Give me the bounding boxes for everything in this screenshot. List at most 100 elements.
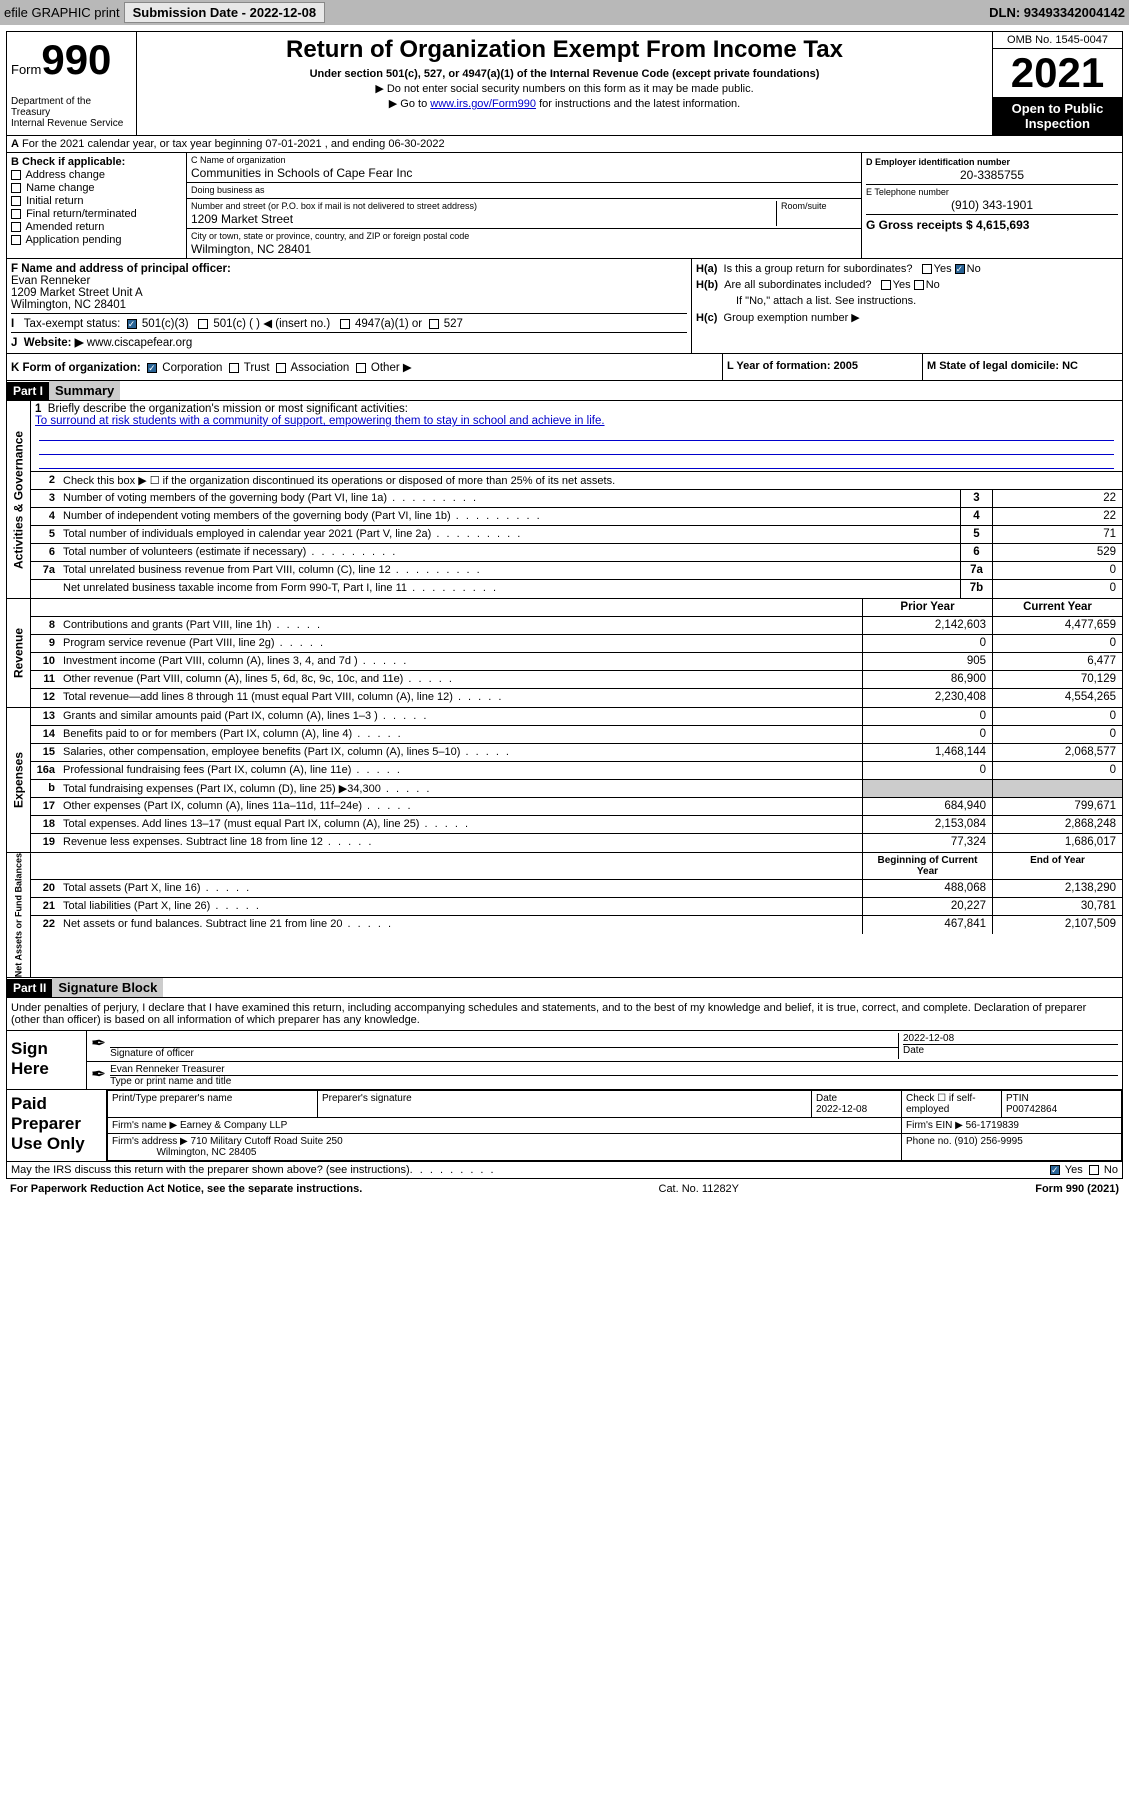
chk-address-change[interactable] [11, 170, 21, 180]
org-name-label: C Name of organization [191, 155, 857, 165]
chk-4947[interactable] [340, 319, 350, 329]
prep-ptin-hdr: PTIN [1006, 1093, 1029, 1104]
sig-date: 2022-12-08 [903, 1033, 954, 1044]
table-row: 14 Benefits paid to or for members (Part… [31, 726, 1122, 744]
chk-assoc[interactable] [276, 363, 286, 373]
chk-name-change[interactable] [11, 183, 21, 193]
city-state-zip: Wilmington, NC 28401 [191, 242, 857, 256]
table-row: 8 Contributions and grants (Part VIII, l… [31, 617, 1122, 635]
ein-label: D Employer identification number [866, 157, 1010, 167]
form-number: 990 [41, 36, 111, 83]
table-row: 18 Total expenses. Add lines 13–17 (must… [31, 816, 1122, 834]
firm-addr-label: Firm's address ▶ [112, 1136, 188, 1147]
table-row: 3 Number of voting members of the govern… [31, 490, 1122, 508]
firm-phone-label: Phone no. [906, 1136, 952, 1147]
form-prefix: Form [11, 62, 41, 77]
chk-final-return[interactable] [11, 209, 21, 219]
chk-trust[interactable] [229, 363, 239, 373]
submission-date-button[interactable]: Submission Date - 2022-12-08 [124, 2, 326, 23]
part1-label: Part I [7, 382, 49, 400]
omb-number: OMB No. 1545-0047 [993, 32, 1122, 49]
tax-year: 2021 [993, 49, 1122, 97]
chk-ha-no[interactable] [955, 264, 965, 274]
sig-officer-label: Signature of officer [110, 1047, 898, 1059]
vtab-netassets: Net Assets or Fund Balances [7, 853, 31, 977]
table-row: 9 Program service revenue (Part VIII, li… [31, 635, 1122, 653]
chk-amended[interactable] [11, 222, 21, 232]
table-row: 4 Number of independent voting members o… [31, 508, 1122, 526]
room-label: Room/suite [781, 201, 857, 211]
form-subtitle: Under section 501(c), 527, or 4947(a)(1)… [141, 68, 988, 80]
phone-value: (910) 343-1901 [866, 198, 1118, 212]
col-current-year: Current Year [992, 599, 1122, 616]
officer-name: Evan Renneker [11, 275, 90, 287]
prep-name-hdr: Print/Type preparer's name [108, 1091, 318, 1118]
firm-ein: 56-1719839 [966, 1120, 1019, 1131]
table-row: 15 Salaries, other compensation, employe… [31, 744, 1122, 762]
chk-initial-return[interactable] [11, 196, 21, 206]
pen-icon: ✒ [91, 1033, 106, 1059]
table-row: Net unrelated business taxable income fr… [31, 580, 1122, 598]
table-row: 21 Total liabilities (Part X, line 26) 2… [31, 898, 1122, 916]
state-domicile: M State of legal domicile: NC [927, 360, 1078, 372]
chk-527[interactable] [429, 319, 439, 329]
toolbar: efile GRAPHIC print Submission Date - 20… [0, 0, 1129, 25]
website-value: www.ciscapefear.org [87, 337, 192, 349]
prep-ptin: P00742864 [1006, 1104, 1057, 1115]
sig-date-label: Date [903, 1044, 1118, 1056]
vtab-governance: Activities & Governance [7, 401, 31, 598]
firm-ein-label: Firm's EIN ▶ [906, 1120, 963, 1131]
year-formation: L Year of formation: 2005 [727, 360, 858, 372]
table-row: b Total fundraising expenses (Part IX, c… [31, 780, 1122, 798]
website-label: Website: ▶ [24, 337, 84, 349]
chk-discuss-no[interactable] [1089, 1165, 1099, 1175]
irs-link[interactable]: www.irs.gov/Form990 [430, 98, 536, 110]
chk-corp[interactable] [147, 363, 157, 373]
chk-501c[interactable] [198, 319, 208, 329]
paperwork-notice: For Paperwork Reduction Act Notice, see … [10, 1183, 362, 1195]
form-org-label: K Form of organization: [11, 362, 141, 374]
table-row: 11 Other revenue (Part VIII, column (A),… [31, 671, 1122, 689]
hc-label: Group exemption number ▶ [724, 312, 860, 324]
sig-name-label: Type or print name and title [110, 1075, 1118, 1087]
table-row: 16a Professional fundraising fees (Part … [31, 762, 1122, 780]
discuss-question: May the IRS discuss this return with the… [11, 1164, 410, 1176]
prep-selfemp: Check ☐ if self-employed [902, 1091, 1002, 1118]
table-row: 13 Grants and similar amounts paid (Part… [31, 708, 1122, 726]
part2-label: Part II [7, 979, 52, 997]
gross-receipts: G Gross receipts $ 4,615,693 [866, 218, 1029, 232]
table-row: 20 Total assets (Part X, line 16) 488,06… [31, 880, 1122, 898]
chk-hb-yes[interactable] [881, 280, 891, 290]
paid-preparer-label: Paid Preparer Use Only [7, 1090, 107, 1161]
dept-label: Department of the Treasury Internal Reve… [11, 96, 132, 129]
form-title: Return of Organization Exempt From Incom… [141, 36, 988, 64]
cat-number: Cat. No. 11282Y [659, 1183, 740, 1195]
part1-title: Summary [49, 381, 120, 400]
chk-501c3[interactable] [127, 319, 137, 329]
dln-label: DLN: 93493342004142 [989, 5, 1125, 20]
section-b: B Check if applicable: Address change Na… [7, 153, 187, 258]
chk-ha-yes[interactable] [922, 264, 932, 274]
mission-text: To surround at risk students with a comm… [35, 415, 605, 427]
table-row: 22 Net assets or fund balances. Subtract… [31, 916, 1122, 934]
hb-question: Are all subordinates included? [724, 279, 871, 291]
section-b-header: B Check if applicable: [11, 156, 125, 168]
addr-label: Number and street (or P.O. box if mail i… [191, 201, 776, 211]
row-a-tax-year: A For the 2021 calendar year, or tax yea… [6, 136, 1123, 153]
officer-addr2: Wilmington, NC 28401 [11, 299, 126, 311]
city-label: City or town, state or province, country… [191, 231, 857, 241]
chk-discuss-yes[interactable] [1050, 1165, 1060, 1175]
tax-exempt-label: Tax-exempt status: [24, 318, 121, 330]
sig-officer-name: Evan Renneker Treasurer [110, 1064, 225, 1075]
table-row: 17 Other expenses (Part IX, column (A), … [31, 798, 1122, 816]
prep-sig-hdr: Preparer's signature [318, 1091, 812, 1118]
col-eoy: End of Year [992, 853, 1122, 879]
chk-other[interactable] [356, 363, 366, 373]
phone-label: E Telephone number [866, 187, 1118, 197]
note-ssn: ▶ Do not enter social security numbers o… [141, 82, 988, 95]
chk-hb-no[interactable] [914, 280, 924, 290]
hb-note: If "No," attach a list. See instructions… [696, 293, 1118, 309]
efile-label: efile GRAPHIC print [4, 5, 120, 20]
chk-app-pending[interactable] [11, 235, 21, 245]
table-row: 10 Investment income (Part VIII, column … [31, 653, 1122, 671]
